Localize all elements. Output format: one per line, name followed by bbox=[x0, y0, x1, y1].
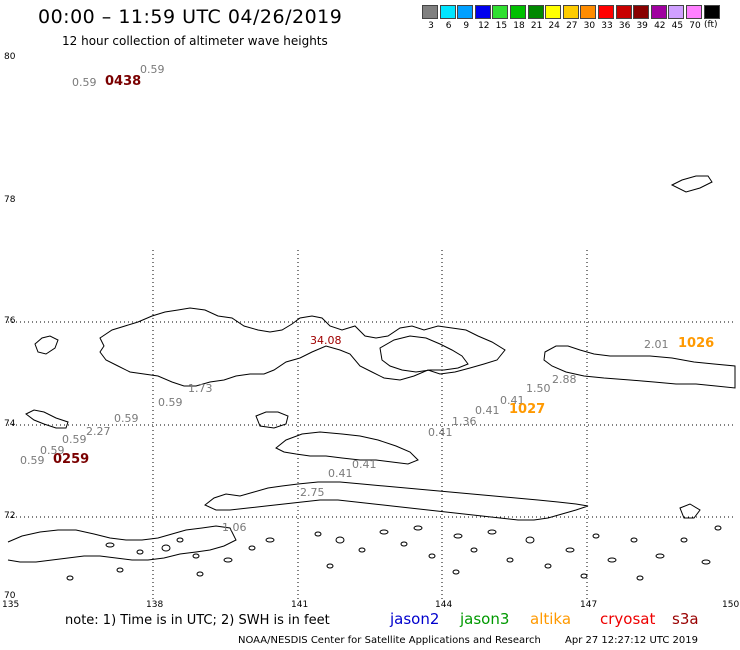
wave-height: 1.36 bbox=[452, 415, 477, 428]
lon-label: 135 bbox=[2, 600, 20, 610]
wave-height: 2.75 bbox=[300, 486, 325, 499]
wave-height: 2.27 bbox=[86, 425, 111, 438]
lat-label: 80 bbox=[4, 52, 16, 62]
legend-swatch bbox=[598, 5, 614, 19]
legend-label: 30 bbox=[583, 21, 596, 31]
legend-swatch bbox=[686, 5, 702, 19]
pass-time-label: 0438 bbox=[105, 74, 142, 89]
lon-label: 147 bbox=[580, 600, 598, 610]
legend-label: 9 bbox=[463, 21, 470, 31]
satellite-label-s3a: s3a bbox=[672, 610, 699, 628]
lon-label: 150 bbox=[722, 600, 740, 610]
legend-swatch bbox=[668, 5, 685, 19]
legend-label: 18 bbox=[513, 21, 525, 31]
wave-height: 0.41 bbox=[328, 467, 353, 480]
legend-label: 15 bbox=[495, 21, 508, 31]
legend-label: 70 bbox=[689, 21, 701, 31]
legend-swatch bbox=[422, 5, 438, 19]
legend-swatch bbox=[457, 5, 474, 19]
legend-label: 27 bbox=[566, 21, 578, 31]
graticule bbox=[8, 250, 735, 600]
legend-label: 45 bbox=[671, 21, 684, 31]
legend-label: 6 bbox=[445, 21, 452, 31]
satellite-label-altika: altika bbox=[530, 610, 572, 628]
credit-line: NOAA/NESDIS Center for Satellite Applica… bbox=[238, 635, 541, 646]
page-title: 00:00 – 11:59 UTC 04/26/2019 bbox=[38, 6, 343, 28]
wave-height: 0.59 bbox=[40, 444, 65, 457]
lat-label: 76 bbox=[4, 316, 16, 326]
lat-label: 72 bbox=[4, 511, 16, 521]
legend-swatch bbox=[615, 5, 632, 19]
legend-swatch bbox=[703, 5, 720, 19]
legend-label: 24 bbox=[548, 21, 560, 31]
page-subtitle: 12 hour collection of altimeter wave hei… bbox=[62, 34, 328, 48]
footnote: note: 1) Time is in UTC; 2) SWH is in fe… bbox=[65, 613, 330, 628]
legend-swatch bbox=[492, 5, 509, 19]
legend-swatch bbox=[527, 5, 544, 19]
lat-label: 74 bbox=[4, 419, 16, 429]
lon-label: 141 bbox=[291, 600, 309, 610]
coastlines bbox=[7, 175, 736, 581]
legend-swatch bbox=[545, 5, 562, 19]
satellite-label-jason2: jason2 bbox=[390, 610, 440, 628]
legend-unit: (ft) bbox=[704, 20, 718, 30]
legend-swatch bbox=[580, 5, 597, 19]
wave-height: 0.41 bbox=[428, 426, 453, 439]
legend-swatch bbox=[633, 5, 650, 19]
wave-height: 0.41 bbox=[475, 404, 500, 417]
wave-height: 1.50 bbox=[526, 382, 551, 395]
legend-label: 21 bbox=[530, 21, 543, 31]
lon-label: 144 bbox=[435, 600, 453, 610]
wave-height: 0.59 bbox=[72, 76, 97, 89]
legend-swatch bbox=[562, 5, 579, 19]
legend-swatch bbox=[650, 5, 667, 19]
lon-label: 138 bbox=[146, 600, 164, 610]
wave-height: 2.88 bbox=[552, 373, 577, 386]
legend-swatch bbox=[510, 5, 526, 19]
wave-height: 1.06 bbox=[222, 521, 247, 534]
wave-height: 0.59 bbox=[158, 396, 183, 409]
legend-label: 33 bbox=[601, 21, 613, 31]
wave-height: 0.59 bbox=[140, 63, 165, 76]
pass-time-label: 1026 bbox=[678, 336, 715, 351]
satellite-label-cryosat: cryosat bbox=[600, 610, 656, 628]
wave-height: 0.59 bbox=[114, 412, 139, 425]
wave-height: 0.59 bbox=[20, 454, 45, 467]
wave-height: 1.73 bbox=[188, 382, 213, 395]
generated-timestamp: Apr 27 12:27:12 UTC 2019 bbox=[565, 635, 698, 646]
pass-time-label: 0259 bbox=[53, 452, 90, 467]
satellite-label-jason3: jason3 bbox=[460, 610, 510, 628]
legend-label: 36 bbox=[618, 21, 631, 31]
wave-height: 0.41 bbox=[352, 458, 377, 471]
lat-label: 70 bbox=[4, 591, 16, 601]
wave-height: 0.59 bbox=[62, 433, 87, 446]
wave-height: 2.01 bbox=[644, 338, 669, 351]
legend-swatch bbox=[439, 5, 456, 19]
legend-label: 12 bbox=[478, 21, 490, 31]
wave-height: 34.08 bbox=[310, 334, 342, 347]
legend-swatch bbox=[474, 5, 491, 19]
legend-label: 39 bbox=[636, 21, 648, 31]
legend-label: 3 bbox=[428, 21, 434, 31]
lat-label: 78 bbox=[4, 195, 16, 205]
wave-height: 0.41 bbox=[500, 394, 525, 407]
pass-time-label: 1027 bbox=[509, 402, 546, 417]
legend-label: 42 bbox=[654, 21, 666, 31]
